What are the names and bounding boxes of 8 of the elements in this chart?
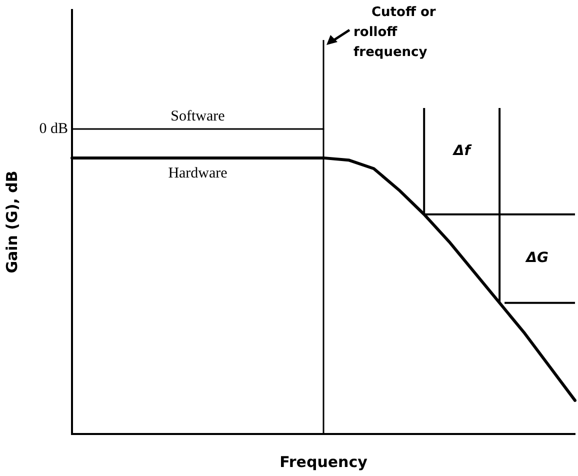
text: Cutoff or rolloff frequency (354, 4, 436, 60)
y-axis-title: Gain (G), dB (2, 170, 21, 274)
series-label: Software (170, 108, 226, 124)
series-label: Hardware (168, 165, 228, 182)
x-axis-title: Frequency (280, 452, 368, 471)
annotation: ΔG (525, 250, 548, 266)
text: 0 dB (39, 120, 68, 137)
annotation: Δf (452, 142, 472, 159)
